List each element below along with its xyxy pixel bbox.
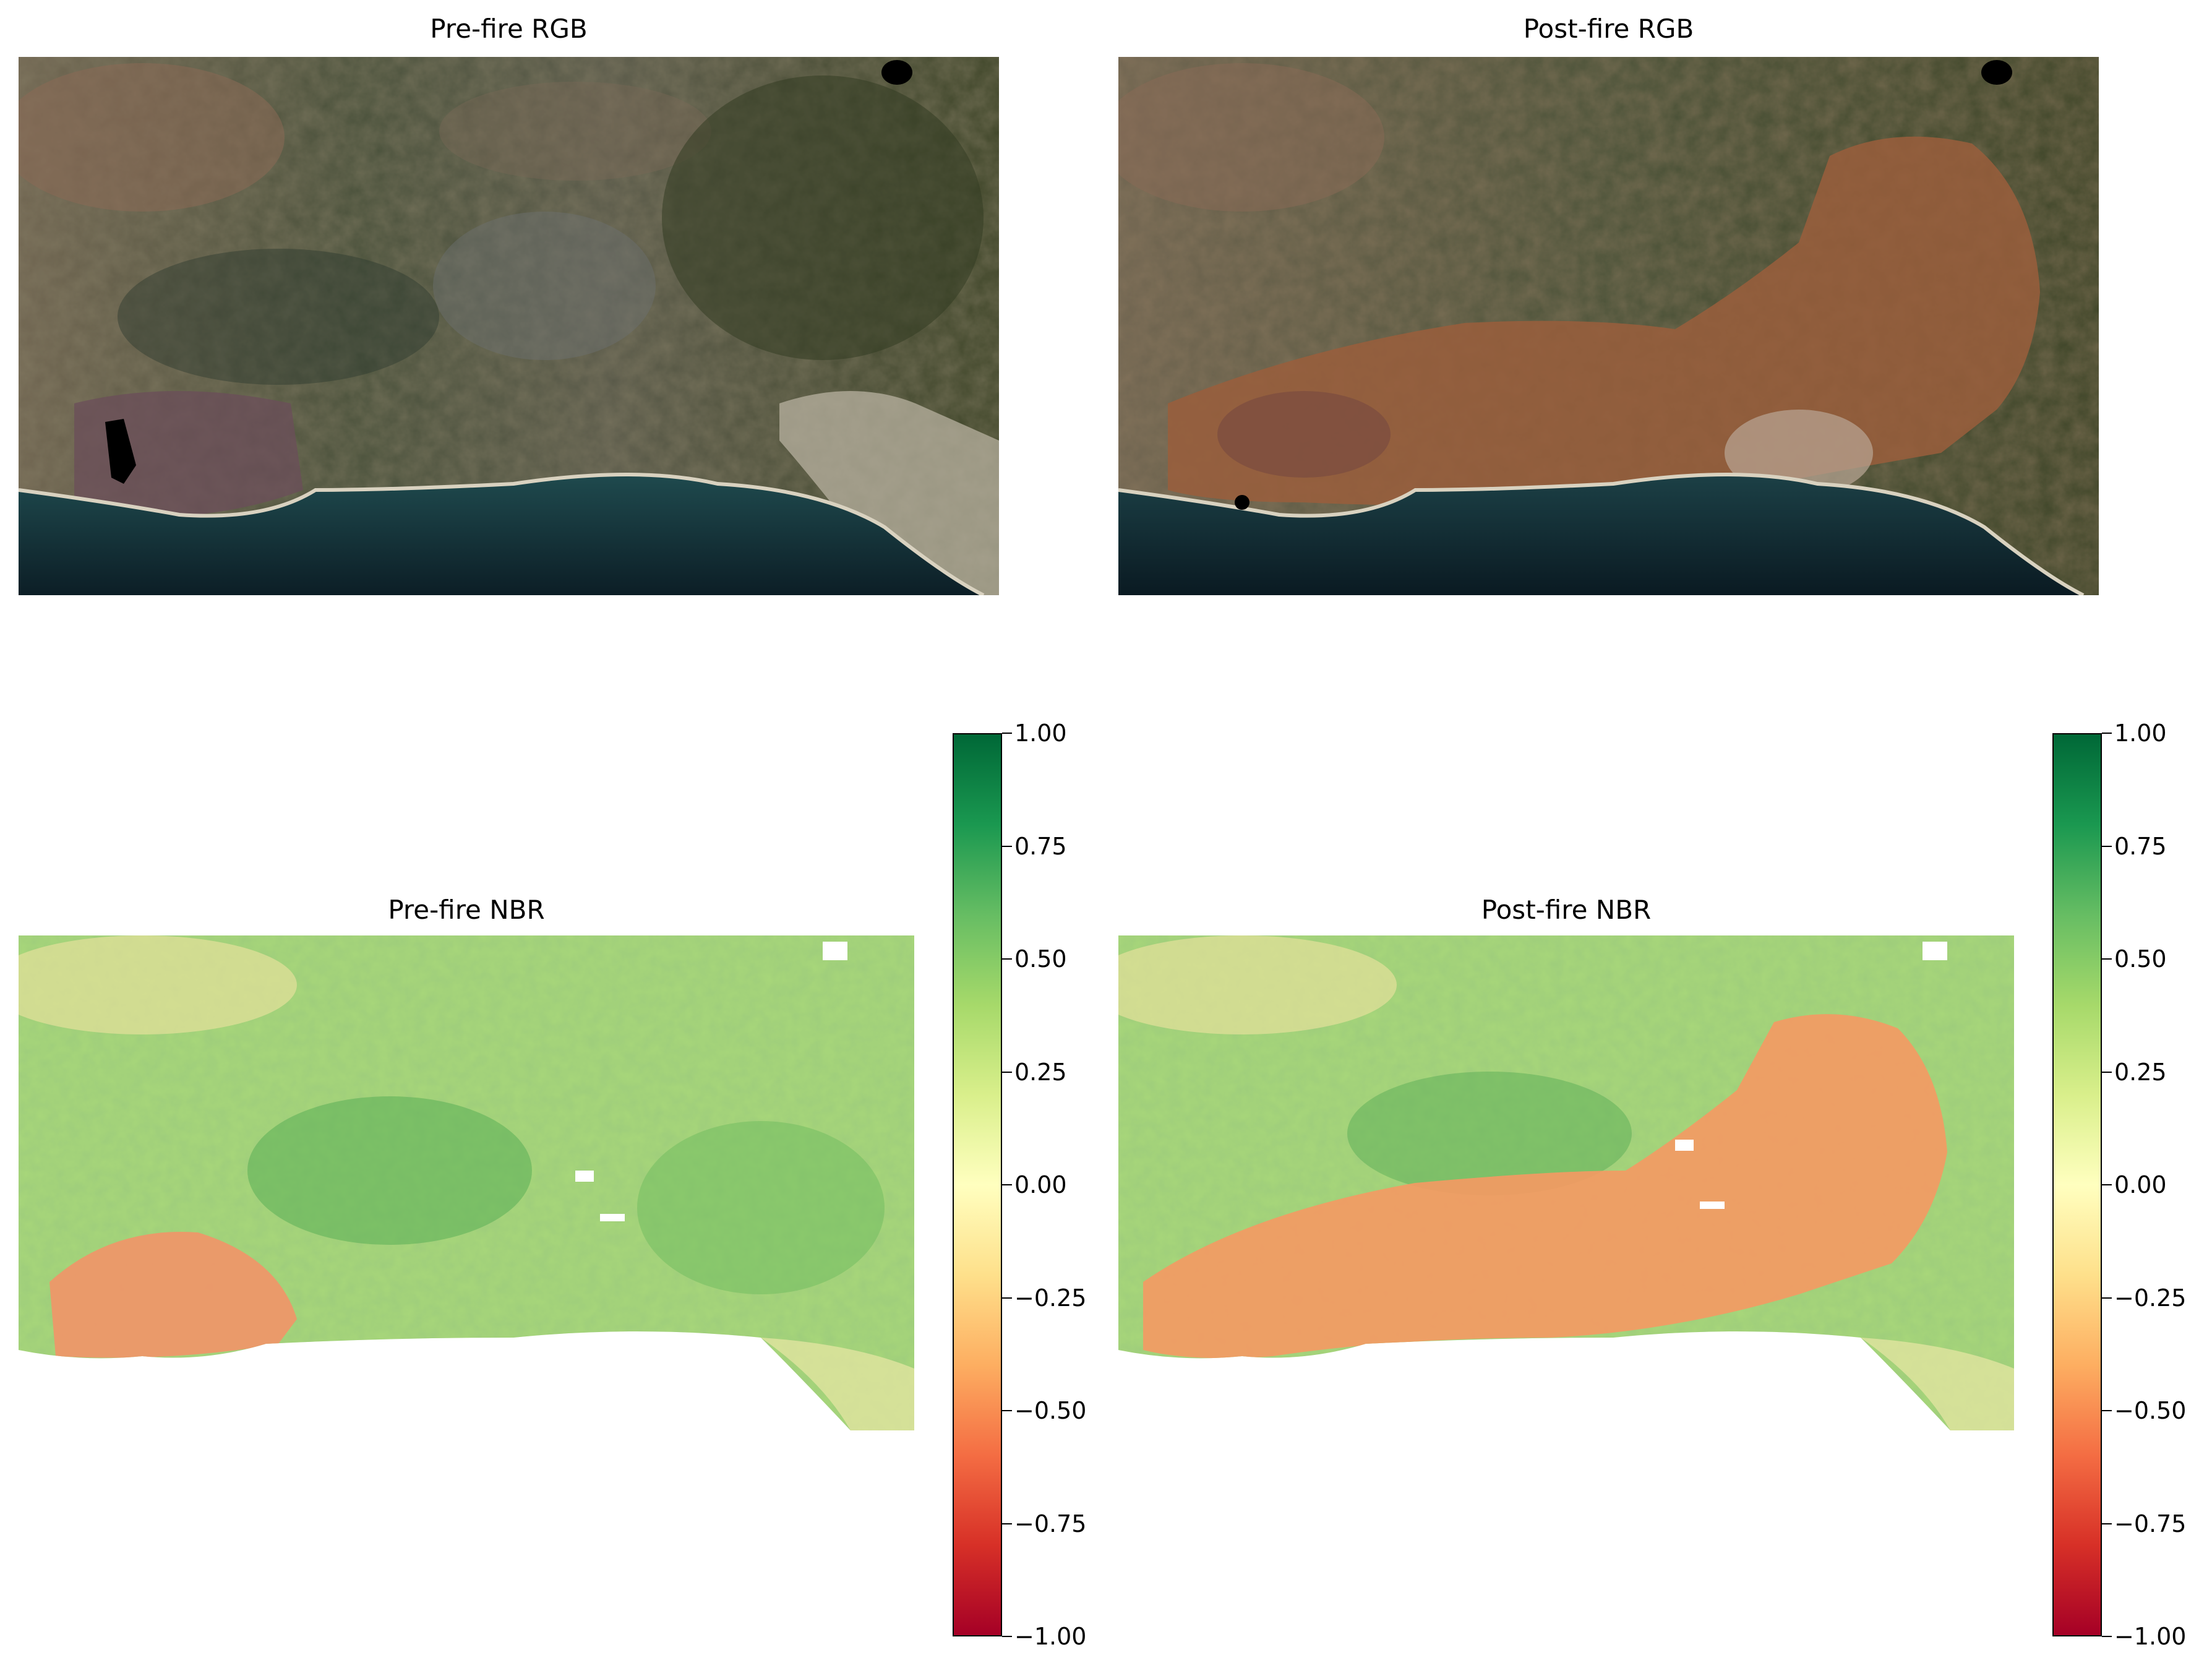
colorbar-tick-label: −0.75 xyxy=(2114,1510,2187,1537)
colorbar-tick xyxy=(1002,1297,1012,1299)
colorbar-tick xyxy=(2102,845,2112,847)
colorbar-tick-label: −0.50 xyxy=(1014,1397,1087,1424)
pre-nbr-title: Pre-fire NBR xyxy=(388,895,545,925)
colorbar-tick xyxy=(1002,733,1012,734)
pre-fire-rgb-image xyxy=(19,57,999,595)
colorbar-tick xyxy=(2102,1410,2112,1411)
colorbar-tick xyxy=(2102,1523,2112,1524)
colorbar-tick xyxy=(2102,1184,2112,1185)
pre-fire-nbr-map xyxy=(19,935,914,1430)
colorbar-tick xyxy=(2102,958,2112,960)
pre-rgb-title: Pre-fire RGB xyxy=(430,14,588,44)
colorbar-tick-label: −0.25 xyxy=(2114,1284,2187,1312)
colorbar-tick-label: 1.00 xyxy=(1014,720,1067,747)
colorbar-tick-label: 0.75 xyxy=(2114,832,2167,860)
colorbar-tick-label: 0.00 xyxy=(2114,1171,2167,1198)
colorbar-tick xyxy=(2102,733,2112,734)
colorbar-tick-label: 0.75 xyxy=(1014,832,1067,860)
colorbar-tick xyxy=(2102,1071,2112,1073)
colorbar-tick-label: 0.50 xyxy=(2114,945,2167,973)
colorbar-tick xyxy=(1002,1184,1012,1185)
colorbar-tick-label: 0.00 xyxy=(1014,1171,1067,1198)
colorbar-tick-label: −1.00 xyxy=(1014,1623,1087,1650)
colorbar-tick-label: 1.00 xyxy=(2114,720,2167,747)
colorbar-tick-label: −0.50 xyxy=(2114,1397,2187,1424)
post-rgb-title: Post-fire RGB xyxy=(1523,14,1694,44)
post-fire-nbr-map xyxy=(1118,935,2014,1430)
colorbar-tick xyxy=(1002,1071,1012,1073)
colorbar-tick-label: 0.25 xyxy=(2114,1058,2167,1086)
colorbar-tick-label: 0.25 xyxy=(1014,1058,1067,1086)
pre-nbr-colorbar xyxy=(953,733,1002,1636)
colorbar-tick xyxy=(1002,958,1012,960)
colorbar-tick xyxy=(1002,1636,1012,1637)
colorbar-tick xyxy=(1002,845,1012,847)
post-nbr-colorbar xyxy=(2052,733,2102,1636)
colorbar-tick-label: −0.25 xyxy=(1014,1284,1087,1312)
colorbar-tick-label: −1.00 xyxy=(2114,1623,2187,1650)
colorbar-tick xyxy=(1002,1410,1012,1411)
colorbar-tick xyxy=(2102,1297,2112,1299)
colorbar-tick-label: −0.75 xyxy=(1014,1510,1087,1537)
colorbar-tick-label: 0.50 xyxy=(1014,945,1067,973)
colorbar-tick xyxy=(2102,1636,2112,1637)
post-nbr-title: Post-fire NBR xyxy=(1481,895,1652,925)
post-fire-rgb-image xyxy=(1118,57,2099,595)
colorbar-tick xyxy=(1002,1523,1012,1524)
